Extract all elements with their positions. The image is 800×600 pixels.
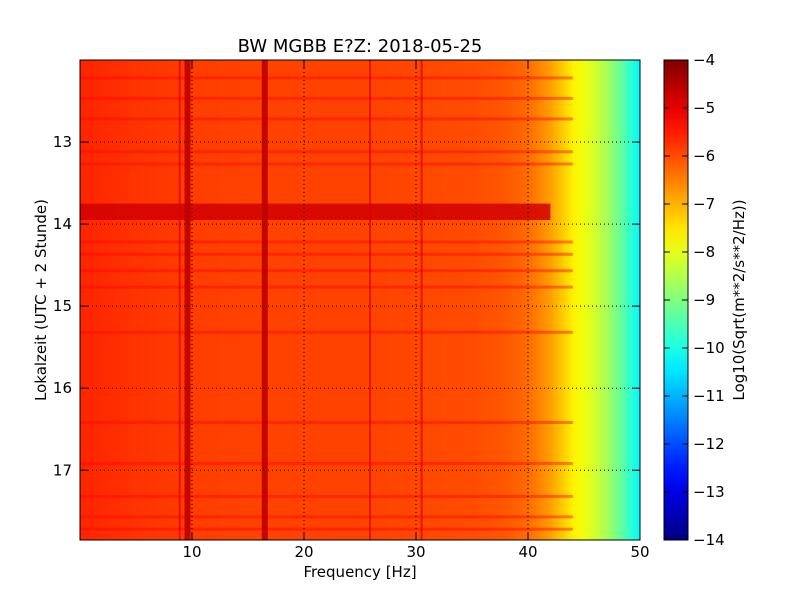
grid-lines <box>80 60 640 540</box>
peak-line <box>420 60 423 540</box>
y-tick-label: 14 <box>53 215 72 233</box>
colorbar-label: Log10(Sqrt(m**2/s**2/Hz)) <box>730 199 748 400</box>
y-axis-label: Lokalzeit (UTC + 2 Stunde) <box>32 199 50 401</box>
time-stripe <box>80 150 573 154</box>
colorbar-tick-label: −14 <box>693 531 725 549</box>
peak-line <box>369 60 372 540</box>
time-stripe <box>80 285 573 289</box>
time-stripe <box>80 462 573 466</box>
x-tick-label: 30 <box>406 543 425 561</box>
colorbar-tick-label: −11 <box>693 387 725 405</box>
y-tick-label: 15 <box>53 297 72 315</box>
colorbar-tick-label: −6 <box>693 147 715 165</box>
time-stripe <box>80 515 573 519</box>
plot-area <box>80 60 640 540</box>
colorbar-tick-label: −12 <box>693 435 725 453</box>
time-stripe <box>80 162 573 166</box>
spectrogram-background <box>80 60 640 540</box>
noisy-time-band <box>80 203 551 220</box>
x-tick-label: 10 <box>182 543 201 561</box>
colorbar-tick-label: −10 <box>693 339 725 357</box>
time-stripe <box>80 76 573 80</box>
time-stripes <box>80 76 573 531</box>
time-stripe <box>80 421 573 425</box>
time-stripe <box>80 494 573 498</box>
time-stripe <box>80 330 573 334</box>
colorbar-tick-label: −8 <box>693 243 715 261</box>
time-stripe <box>80 96 573 100</box>
time-stripe <box>80 240 573 244</box>
colorbar-tick-label: −9 <box>693 291 715 309</box>
x-tick-label: 40 <box>518 543 537 561</box>
colorbar-ticks: −4 −5 −6 −7 −8 −9 −10 −11 −12 −13 −14 <box>664 51 725 549</box>
time-stripe <box>80 117 573 121</box>
peak-line <box>261 60 268 540</box>
time-stripe <box>80 252 573 256</box>
time-stripe <box>80 527 573 531</box>
y-tick-label: 17 <box>53 461 72 479</box>
x-ticks: 10 20 30 40 50 <box>182 60 650 561</box>
colorbar-tick-label: −5 <box>693 99 715 117</box>
colorbar-tick-label: −13 <box>693 483 725 501</box>
y-tick-label: 16 <box>53 379 72 397</box>
peak-line <box>178 60 181 540</box>
peak-line <box>184 60 191 540</box>
colorbar-tick-label: −7 <box>693 195 715 213</box>
plot-frame <box>79 59 641 541</box>
frequency-lines <box>178 60 423 540</box>
y-ticks: 13 14 15 16 17 <box>53 133 640 479</box>
chart-title: BW MGBB E?Z: 2018-05-25 <box>238 36 483 57</box>
x-tick-label: 20 <box>294 543 313 561</box>
colorbar-tick-label: −4 <box>693 51 715 69</box>
x-axis-label: Frequency [Hz] <box>303 563 416 581</box>
x-tick-label: 50 <box>630 543 649 561</box>
time-stripe <box>80 269 573 273</box>
y-tick-label: 13 <box>53 133 72 151</box>
